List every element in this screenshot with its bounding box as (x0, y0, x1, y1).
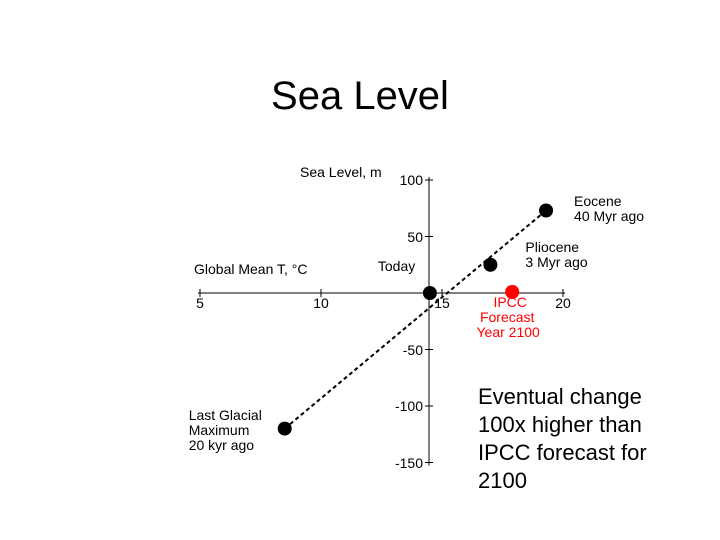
y-tick-label-3: -100 (394, 398, 423, 414)
callout-line-1: Eventual change (478, 384, 642, 409)
y-tick-label-1: 50 (407, 228, 423, 245)
callout-line-3: IPCC forecast for (478, 440, 647, 465)
y-tick-label-0: 100 (399, 172, 423, 188)
y-axis-label: Sea Level, m (300, 164, 382, 180)
y-tick-label-2: -50 (402, 341, 423, 358)
point-label-4-line-0: IPCC (493, 293, 527, 310)
data-point-2 (483, 257, 498, 272)
point-label-2-line-0: Pliocene (525, 238, 580, 255)
point-label-4-line-2: Year 2100 (476, 323, 540, 340)
x-axis-label: Global Mean T, °C (194, 261, 308, 277)
data-point-1 (422, 286, 437, 300)
point-label-4-line-1: Forecast (479, 308, 535, 325)
x-tick-label-3: 20 (555, 295, 571, 311)
x-tick-label-2: 15 (434, 295, 450, 311)
data-point-3 (539, 203, 554, 218)
slide-title: Sea Level (271, 74, 449, 118)
point-label-0-line-2: 20 kyr ago (188, 436, 255, 453)
x-tick-label-1: 10 (313, 295, 329, 311)
data-point-4 (505, 284, 520, 299)
callout-line-2: 100x higher than (478, 412, 642, 437)
callout-line-4: 2100 (478, 468, 527, 493)
data-point-0 (277, 421, 292, 436)
point-label-0-line-0: Last Glacial (188, 406, 262, 423)
point-label-1-line-0: Today (377, 258, 416, 274)
point-label-0-line-1: Maximum (188, 421, 250, 438)
x-tick-label-0: 5 (196, 295, 204, 311)
point-label-2-line-1: 3 Myr ago (525, 253, 588, 270)
point-label-3-line-1: 40 Myr ago (574, 207, 645, 224)
trend-line (284, 209, 547, 430)
point-label-3-line-0: Eocene (574, 192, 622, 209)
y-tick-label-4: -150 (394, 454, 423, 471)
